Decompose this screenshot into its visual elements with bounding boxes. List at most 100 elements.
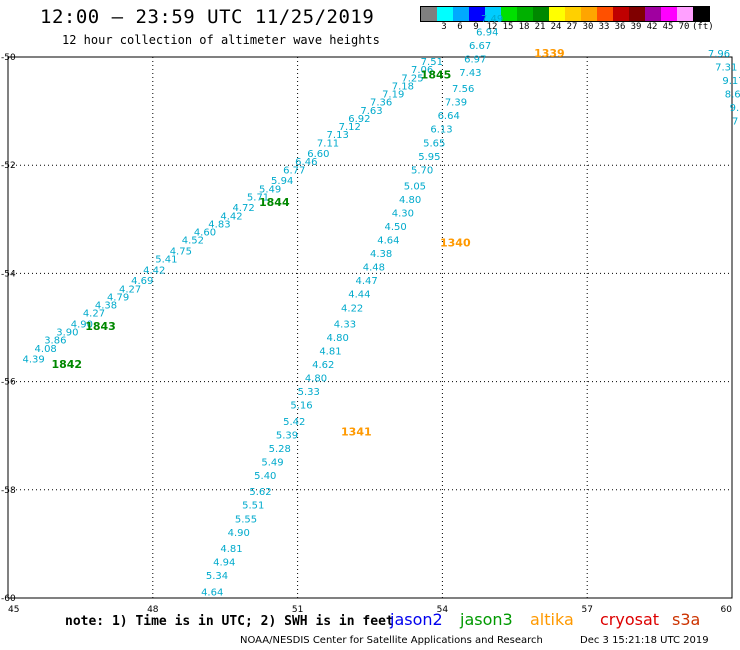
wave-height-value: 6.67 — [469, 41, 491, 52]
wave-height-value: 5.41 — [155, 255, 177, 266]
page-title: 12:00 — 23:59 UTC 11/25/2019 — [40, 6, 375, 28]
lat-tick-label: -60 — [1, 594, 16, 604]
wave-height-value: 7.11 — [317, 138, 339, 149]
wave-height-value: 4.08 — [35, 344, 57, 355]
color-scale — [420, 6, 710, 22]
color-swatch — [453, 7, 469, 21]
wave-height-value: 4.83 — [208, 219, 230, 230]
color-scale-label: 27 — [566, 22, 578, 32]
color-swatch — [533, 7, 549, 21]
wave-height-value: 4.81 — [220, 544, 242, 555]
wave-height-value: 4.52 — [182, 236, 204, 247]
wave-height-value: 3.90 — [56, 328, 78, 339]
color-scale-label: 33 — [598, 22, 610, 32]
wave-height-value: 5.39 — [276, 430, 298, 441]
color-swatch — [437, 7, 453, 21]
wave-height-value: 5.49 — [259, 184, 281, 195]
color-swatch — [613, 7, 629, 21]
wave-height-value: 5.42 — [283, 417, 305, 428]
lat-tick-label: -50 — [1, 53, 16, 63]
wave-height-value: 4.27 — [119, 284, 141, 295]
color-scale-label: 15 — [502, 22, 514, 32]
color-swatch — [629, 7, 645, 21]
color-scale-label: 70 — [678, 22, 690, 32]
wave-height-value: 7.56 — [452, 84, 474, 95]
lon-tick-label: 60 — [721, 605, 733, 615]
wave-height-value: 4.64 — [377, 236, 399, 247]
color-swatch — [469, 7, 485, 21]
wave-height-value: 4.38 — [370, 249, 392, 260]
wave-height-value: 7.96 — [708, 49, 730, 60]
wave-height-value: 4.64 — [201, 587, 223, 598]
wave-height-value: 4.80 — [327, 333, 349, 344]
color-scale-label: 21 — [534, 22, 546, 32]
pass-time-label: 1340 — [440, 236, 471, 249]
satellite-name: altika — [530, 610, 574, 629]
satellite-name: jason2 — [390, 610, 443, 629]
wave-height-value: 9. — [730, 103, 740, 114]
wave-height-value: 5.94 — [271, 176, 293, 187]
wave-height-value: 7.49 — [481, 14, 503, 25]
wave-height-value: 7.36 — [370, 98, 392, 109]
wave-height-value: 5.28 — [269, 444, 291, 455]
wave-height-value: 7.51 — [421, 57, 443, 68]
color-scale-label: 3 — [441, 22, 447, 32]
wave-height-value: 8.6 — [725, 90, 740, 101]
color-scale-label: 12 — [486, 22, 498, 32]
wave-height-value: 4.80 — [305, 374, 327, 385]
wave-height-value: 5.49 — [261, 457, 283, 468]
color-scale-label: 30 — [582, 22, 594, 32]
lat-tick-label: -58 — [1, 486, 16, 496]
color-swatch — [485, 7, 501, 21]
color-swatch — [517, 7, 533, 21]
wave-height-value: 5.40 — [254, 471, 276, 482]
footer-note: note: 1) Time is in UTC; 2) SWH is in fe… — [65, 614, 394, 629]
lat-tick-label: -54 — [1, 269, 16, 279]
wave-height-value: 4.33 — [334, 320, 356, 331]
color-swatch — [693, 7, 709, 21]
wave-height-value: 4.79 — [107, 292, 129, 303]
wave-height-value: 4.27 — [83, 309, 105, 320]
wave-height-value: 4.62 — [312, 360, 334, 371]
color-scale-label: 45 — [662, 22, 674, 32]
lon-tick-label: 57 — [581, 605, 592, 615]
color-scale-label: 18 — [518, 22, 530, 32]
pass-time-label: 1842 — [51, 358, 82, 371]
wave-height-value: 4.60 — [194, 228, 216, 239]
wave-height-value: 4.75 — [170, 246, 192, 257]
color-scale-label: (ft) — [692, 22, 714, 32]
wave-height-value: 6.46 — [295, 157, 317, 168]
wave-height-value: 4.69 — [131, 276, 153, 287]
color-scale-label: 9 — [473, 22, 479, 32]
credit-text: NOAA/NESDIS Center for Satellite Applica… — [240, 635, 543, 646]
color-swatch — [565, 7, 581, 21]
wave-height-value: 4.44 — [348, 290, 370, 301]
map-frame — [7, 56, 733, 599]
color-swatch — [501, 7, 517, 21]
wave-height-value: 7.12 — [339, 122, 361, 133]
lon-tick-label: 48 — [147, 605, 159, 615]
wave-height-value: 3.86 — [44, 336, 66, 347]
color-scale-label: 42 — [646, 22, 658, 32]
color-swatch — [645, 7, 661, 21]
color-swatch — [597, 7, 613, 21]
wave-height-value: 4.50 — [384, 222, 406, 233]
wave-height-value: 6.97 — [464, 54, 486, 65]
wave-height-value: 5.33 — [298, 387, 320, 398]
lat-tick-label: -52 — [1, 161, 16, 171]
wave-height-value: 5.34 — [206, 571, 228, 582]
wave-height-value: 4.81 — [319, 347, 341, 358]
wave-height-value: 7.63 — [360, 106, 382, 117]
wave-height-value: 5.71 — [247, 192, 269, 203]
generated-date: Dec 3 15:21:18 UTC 2019 — [580, 635, 709, 646]
wave-height-value: 4.94 — [213, 558, 235, 569]
wave-height-value: 9.17 — [722, 76, 740, 87]
satellite-name: s3a — [672, 610, 701, 629]
wave-height-value: 6.92 — [348, 114, 370, 125]
wave-height-value: 6.94 — [476, 27, 498, 38]
wave-height-value: 7.06 — [411, 65, 433, 76]
wave-height-value: 7.25 — [401, 73, 423, 84]
color-swatch — [549, 7, 565, 21]
wave-height-value: 7.39 — [445, 98, 467, 109]
pass-time-label: 1843 — [85, 320, 116, 333]
